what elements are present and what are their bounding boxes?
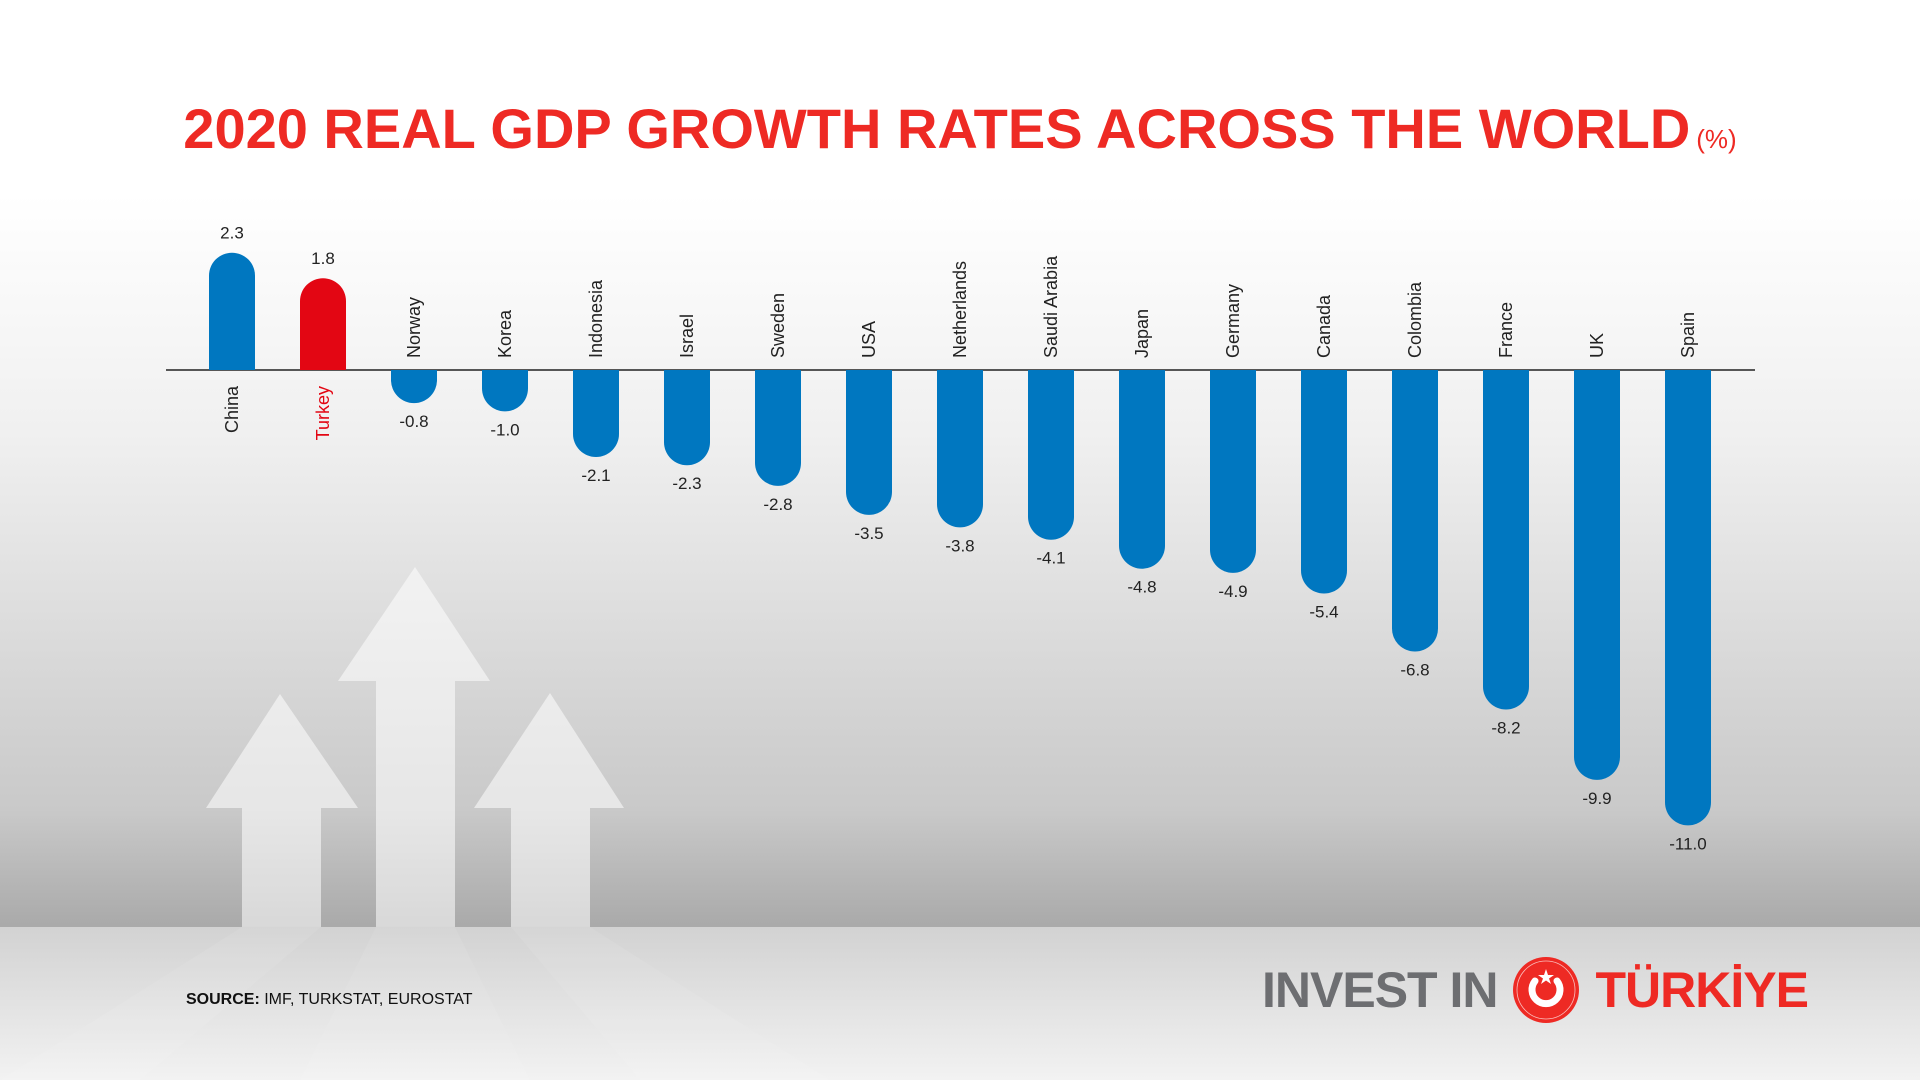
- arrow-reflection: [0, 927, 321, 1080]
- invest-in-turkiye-logo: INVEST IN TÜRKİYE: [1262, 955, 1809, 1025]
- arrow-reflection: [511, 927, 830, 1080]
- bar-china: [209, 252, 255, 370]
- value-label: -2.8: [763, 495, 792, 514]
- logo-text-left: INVEST IN: [1262, 962, 1498, 1018]
- category-label: UK: [1587, 333, 1607, 358]
- title-text: 2020 REAL GDP GROWTH RATES ACROSS THE WO…: [183, 97, 1691, 160]
- value-label: 1.8: [311, 249, 335, 268]
- category-label: China: [222, 385, 242, 433]
- source-text: IMF, TURKSTAT, EUROSTAT: [264, 991, 473, 1008]
- title-unit: (%): [1696, 124, 1737, 154]
- category-label: Colombia: [1405, 281, 1425, 358]
- value-label: -6.8: [1400, 661, 1429, 680]
- bar-netherlands: [937, 370, 983, 528]
- value-label: 2.3: [220, 224, 244, 243]
- category-label: Canada: [1314, 294, 1334, 358]
- bar-spain: [1665, 370, 1711, 826]
- bar-usa: [846, 370, 892, 515]
- bar-indonesia: [573, 370, 619, 457]
- arrow-up-icon: [338, 567, 490, 927]
- value-label: -3.5: [854, 524, 883, 543]
- bar-france: [1483, 370, 1529, 710]
- category-label: USA: [859, 321, 879, 358]
- bar-canada: [1301, 370, 1347, 594]
- arrow-reflection: [300, 927, 530, 1080]
- category-label: Spain: [1678, 312, 1698, 358]
- bar-sweden: [755, 370, 801, 486]
- value-label: -1.0: [490, 420, 519, 439]
- bar-germany: [1210, 370, 1256, 573]
- value-label: -4.9: [1218, 582, 1247, 601]
- chart-title: 2020 REAL GDP GROWTH RATES ACROSS THE WO…: [0, 96, 1920, 161]
- category-label: Korea: [495, 309, 515, 358]
- bar-norway: [391, 370, 437, 404]
- category-label: France: [1496, 302, 1516, 358]
- value-label: -2.3: [672, 474, 701, 493]
- value-label: -11.0: [1669, 834, 1707, 853]
- value-label: -9.9: [1582, 789, 1611, 808]
- bar-colombia: [1392, 370, 1438, 652]
- bar-saudi-arabia: [1028, 370, 1074, 540]
- arrow-up-icon: [474, 693, 624, 927]
- category-label: Indonesia: [586, 279, 606, 358]
- value-label: -3.8: [945, 536, 974, 555]
- bar-uk: [1574, 370, 1620, 780]
- value-label: -8.2: [1491, 718, 1520, 737]
- category-label: Israel: [677, 314, 697, 358]
- bar-israel: [664, 370, 710, 466]
- source-label: SOURCE:: [186, 991, 260, 1008]
- category-label: Japan: [1132, 309, 1152, 358]
- value-label: -4.1: [1036, 549, 1065, 568]
- bar-turkey: [300, 278, 346, 370]
- bar-korea: [482, 370, 528, 412]
- category-label: Germany: [1223, 284, 1243, 358]
- logo-text-right: TÜRKİYE: [1595, 962, 1808, 1018]
- value-label: -2.1: [581, 466, 610, 485]
- logo-emblem-icon: [1513, 957, 1580, 1023]
- source-note: SOURCE: IMF, TURKSTAT, EUROSTAT: [186, 991, 473, 1009]
- value-label: -5.4: [1309, 603, 1338, 622]
- value-label: -4.8: [1127, 578, 1156, 597]
- category-label: Netherlands: [950, 261, 970, 358]
- arrow-up-icon: [206, 694, 358, 927]
- floor-band: [0, 927, 1920, 1080]
- bar-japan: [1119, 370, 1165, 569]
- category-label: Turkey: [313, 386, 333, 440]
- value-label: -0.8: [399, 412, 428, 431]
- category-label: Norway: [404, 297, 424, 358]
- category-label: Sweden: [768, 293, 788, 358]
- category-label: Saudi Arabia: [1041, 255, 1061, 358]
